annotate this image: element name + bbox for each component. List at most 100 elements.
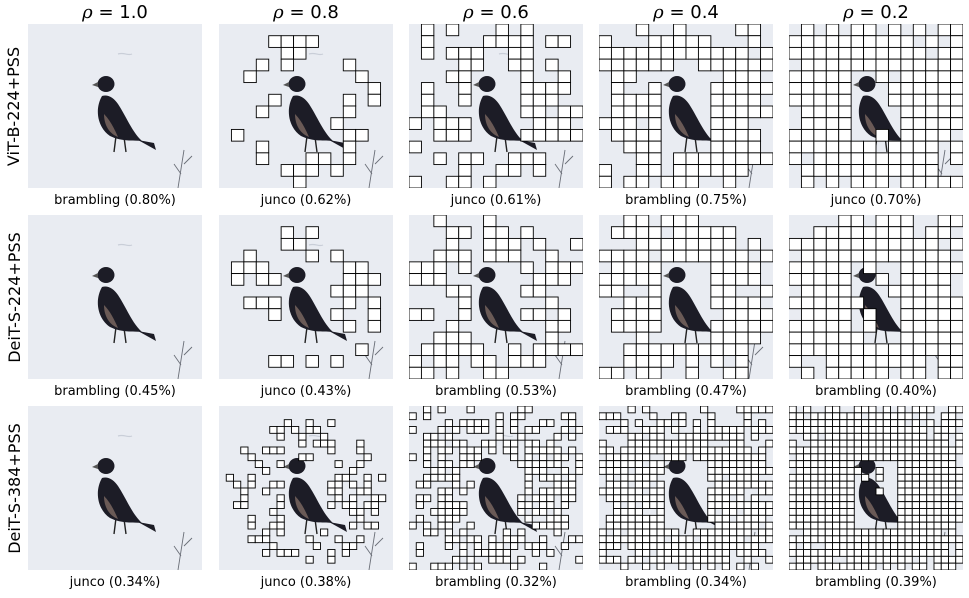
masked-patch (722, 261, 737, 275)
masked-patch (714, 473, 723, 482)
masked-patch (634, 487, 643, 496)
masked-patch (605, 514, 614, 523)
masked-patch (685, 249, 699, 263)
masked-patch (900, 249, 914, 263)
masked-patch (800, 117, 815, 130)
masked-patch (420, 24, 435, 37)
masked-patch (950, 296, 963, 310)
masked-patch (483, 237, 497, 251)
masked-patch (423, 439, 432, 448)
masked-patch (459, 549, 468, 557)
masked-patch (904, 487, 913, 496)
masked-patch (825, 355, 840, 368)
masked-patch (433, 343, 447, 357)
masked-patch (495, 555, 504, 564)
masked-patch (488, 439, 497, 448)
masked-patch (634, 467, 643, 475)
masked-patch (634, 473, 643, 482)
masked-patch (356, 535, 365, 544)
masked-patch (423, 494, 432, 503)
masked-patch (750, 426, 759, 434)
masked-patch (656, 535, 665, 544)
masked-patch (648, 152, 662, 166)
masked-patch (937, 249, 952, 263)
masked-patch (950, 35, 963, 48)
masked-patch (912, 70, 927, 84)
masked-patch (634, 508, 643, 516)
masked-patch (692, 426, 701, 434)
masked-patch (707, 514, 716, 523)
masked-patch (599, 284, 612, 298)
masked-patch (743, 542, 752, 550)
masked-patch (839, 542, 848, 550)
masked-patch (817, 473, 826, 482)
masked-patch (663, 542, 672, 550)
masked-patch (868, 549, 877, 557)
masked-patch (789, 128, 802, 142)
masked-patch (546, 501, 555, 509)
masked-patch (948, 460, 957, 468)
masked-patch (789, 535, 797, 544)
masked-patch (875, 70, 889, 84)
masked-patch (758, 406, 767, 414)
masked-patch (649, 514, 658, 523)
masked-patch (700, 432, 709, 441)
masked-patch (875, 58, 889, 72)
masked-patch (743, 501, 752, 509)
masked-patch (810, 439, 819, 448)
masked-patch (700, 439, 709, 448)
masked-patch (900, 226, 914, 239)
masked-patch (305, 419, 314, 427)
masked-patch (473, 549, 482, 557)
masked-patch-grid (225, 419, 387, 564)
masked-patch (838, 319, 852, 333)
masked-patch (531, 439, 540, 448)
masked-patch (887, 35, 902, 48)
masked-patch (531, 494, 540, 503)
masked-patch (897, 508, 906, 516)
rho-symbol: ρ (273, 2, 284, 23)
masked-patch (904, 432, 913, 441)
masked-patch (230, 273, 245, 286)
masked-patch (795, 419, 804, 427)
masked-patch (789, 487, 797, 496)
masked-patch (900, 331, 914, 345)
masked-patch (813, 319, 827, 333)
masked-patch (846, 426, 855, 434)
masked-patch (356, 487, 365, 496)
masked-patch (750, 521, 759, 530)
masked-patch (437, 460, 446, 468)
masked-patch (824, 412, 833, 421)
masked-patch (599, 117, 612, 130)
masked-patch (955, 432, 963, 441)
masked-patch (882, 562, 891, 570)
prediction-caption: junco (0.61%) (450, 193, 542, 208)
masked-patch (613, 542, 622, 550)
masked-patch (940, 473, 949, 482)
masked-patch (714, 487, 723, 496)
masked-patch (825, 58, 840, 72)
masked-patch (825, 140, 840, 154)
masked-patch (635, 215, 650, 228)
masked-patch (800, 249, 815, 263)
masked-patch (610, 273, 625, 286)
masked-patch (685, 164, 699, 177)
masked-patch (900, 261, 914, 275)
masked-patch (671, 412, 680, 421)
masked-patch (817, 460, 826, 468)
masked-patch (648, 284, 662, 298)
masked-patch (890, 453, 899, 462)
masked-patch (510, 453, 519, 462)
masked-patch (599, 164, 612, 177)
masked-patch (452, 508, 461, 516)
masked-patch (495, 237, 509, 251)
twig-decoration (117, 52, 193, 188)
masked-patch (904, 480, 913, 489)
masked-patch (789, 406, 797, 414)
masked-patch (312, 542, 321, 550)
masked-patch (825, 175, 840, 188)
masked-patch (349, 542, 358, 550)
masked-patch (882, 549, 891, 557)
masked-patch (729, 432, 738, 441)
masked-patch (890, 535, 899, 544)
